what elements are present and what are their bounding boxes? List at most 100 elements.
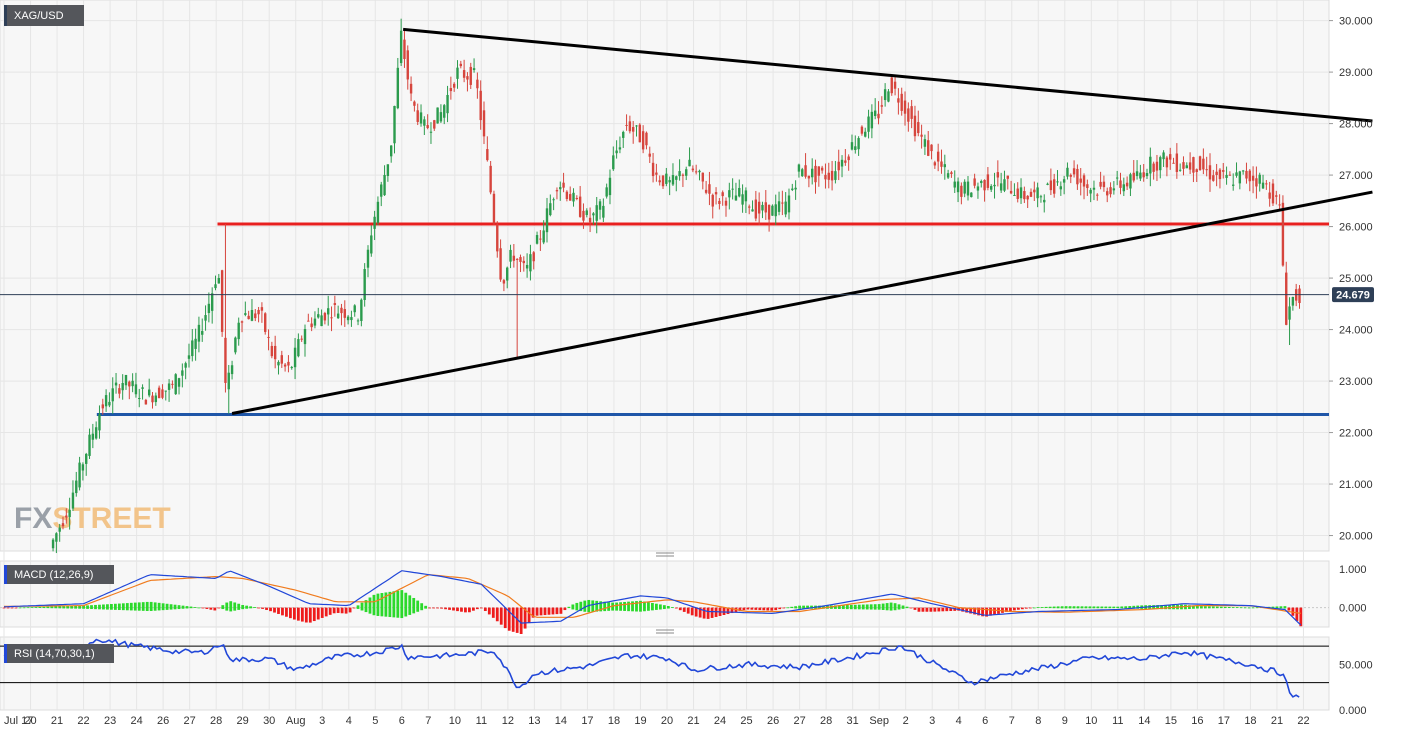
candle [724, 197, 728, 217]
candle [164, 390, 167, 401]
main-panel-background [0, 0, 1330, 552]
macd-histogram-bar [1243, 607, 1247, 609]
macd-histogram-bar [78, 605, 81, 609]
macd-histogram-bar [475, 607, 479, 610]
macd-histogram-bar [599, 601, 603, 612]
candle [655, 163, 658, 182]
macd-histogram-bar [50, 606, 54, 609]
candle [698, 169, 701, 181]
macd-histogram-bar [1199, 606, 1203, 609]
candle [913, 105, 917, 142]
candle [1261, 174, 1265, 190]
macd-histogram-bar [527, 607, 531, 624]
candle [1112, 181, 1116, 195]
candle [754, 190, 758, 222]
candle [857, 136, 860, 156]
candle [1215, 163, 1218, 187]
candle [61, 516, 65, 530]
macd-histogram-bar [90, 605, 93, 610]
rsi-resize-handle[interactable] [656, 629, 674, 634]
macd-histogram-bar [511, 607, 515, 632]
macd-histogram-bar [42, 606, 46, 609]
candle [814, 159, 817, 194]
macd-histogram-bar [1120, 606, 1124, 609]
macd-histogram-bar [981, 607, 984, 617]
macd-resize-handle[interactable] [656, 552, 674, 557]
candle [864, 127, 867, 138]
candle [728, 182, 731, 210]
candle [552, 197, 555, 211]
macd-histogram-bar [1052, 606, 1056, 609]
candle [1275, 190, 1278, 205]
candle [1218, 168, 1222, 189]
macd-histogram-bar [308, 607, 312, 623]
macd-histogram-bar [388, 591, 392, 618]
candle [777, 191, 781, 216]
macd-histogram-bar [973, 607, 977, 615]
macd-histogram-bar [1160, 605, 1163, 610]
candle [1265, 180, 1268, 190]
candle [887, 89, 890, 103]
candle [545, 197, 549, 243]
macd-histogram-bar [822, 605, 825, 609]
date-tick-label: 2 [903, 715, 909, 727]
candle [433, 119, 436, 131]
macd-histogram-bar [1203, 606, 1207, 609]
macd-histogram-bar [412, 597, 416, 614]
candle [943, 154, 946, 180]
macd-histogram-bar [14, 607, 18, 609]
candle [950, 170, 953, 178]
macd-histogram-bar [285, 607, 288, 617]
ascending-trendline [231, 190, 1373, 415]
candle [615, 140, 618, 159]
macd-histogram-bar [1068, 606, 1072, 609]
candle [612, 146, 615, 171]
date-tick-label: 7 [1009, 715, 1015, 727]
macd-histogram-bar [778, 607, 782, 610]
trendlines[interactable] [231, 27, 1373, 415]
candle [118, 383, 121, 399]
macd-histogram-bar [901, 605, 905, 609]
date-tick-label: 26 [157, 715, 169, 727]
candle [489, 160, 492, 195]
candle [595, 196, 598, 234]
candle [1132, 160, 1135, 183]
candle [68, 497, 71, 530]
candle [1178, 163, 1182, 172]
candle [88, 428, 91, 459]
macd-histogram-bar [197, 607, 201, 609]
candle [986, 167, 990, 191]
macd-histogram-bar [786, 607, 790, 609]
macd-histogram-bar [698, 607, 702, 618]
candle [366, 245, 370, 278]
macd-histogram-bar [428, 607, 432, 609]
macd-histogram-bar [515, 607, 519, 633]
macd-histogram-bar [726, 607, 730, 615]
macd-histogram-bar [452, 607, 455, 611]
macd-histogram-bar [6, 607, 10, 609]
candle [1169, 147, 1172, 170]
macd-histogram-bar [62, 606, 66, 609]
date-tick-label: Sep [869, 715, 889, 727]
candle [509, 244, 512, 269]
date-tick-label: 21 [51, 715, 63, 727]
macd-histogram-bar [499, 607, 503, 625]
candle [1285, 261, 1288, 326]
macd-histogram-bar [1132, 605, 1136, 609]
candle [210, 287, 214, 324]
horizontal-levels[interactable] [96, 222, 1329, 417]
candle [910, 99, 913, 129]
candle [817, 166, 821, 187]
macd-histogram-bar [404, 592, 408, 617]
rsi-indicator [0, 638, 1329, 698]
candle [834, 160, 837, 184]
macd-histogram-bar [507, 607, 511, 631]
candle [1298, 285, 1301, 309]
candle [1235, 162, 1238, 178]
macd-histogram-bar [1207, 606, 1211, 609]
date-tick-label: 11 [476, 715, 487, 727]
candle [685, 166, 688, 181]
macd-histogram-bar [877, 604, 881, 610]
macd-histogram-bar [1255, 607, 1259, 609]
